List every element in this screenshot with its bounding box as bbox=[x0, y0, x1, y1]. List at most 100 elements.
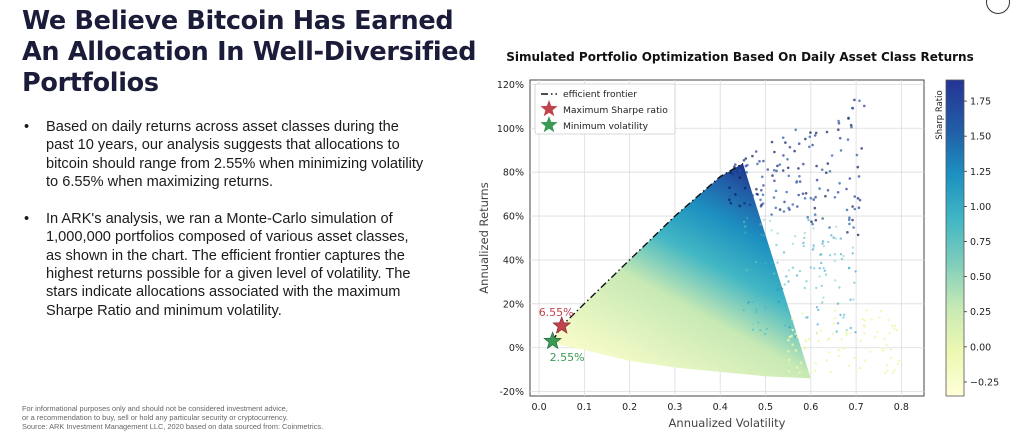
scatter-point bbox=[763, 332, 767, 336]
scatter-point bbox=[796, 205, 799, 208]
scatter-point bbox=[762, 184, 765, 187]
scatter-point bbox=[824, 194, 827, 198]
scatter-point bbox=[781, 169, 785, 172]
x-tick-label: 0.7 bbox=[849, 402, 864, 413]
scatter-point bbox=[776, 164, 779, 168]
scatter-point bbox=[832, 236, 835, 239]
scatter-point bbox=[839, 237, 842, 240]
scatter-point bbox=[788, 358, 791, 362]
min-volatility-star bbox=[543, 331, 563, 350]
scatter-point bbox=[777, 300, 780, 303]
scatter-point bbox=[815, 164, 818, 168]
scatter-point bbox=[851, 252, 854, 255]
scatter-point bbox=[783, 297, 786, 300]
scatter-point bbox=[846, 138, 850, 141]
scatter-point bbox=[861, 318, 864, 321]
scatter-point bbox=[837, 354, 840, 358]
scatter-point bbox=[744, 225, 747, 228]
scatter-point bbox=[881, 347, 884, 350]
scatter-point bbox=[863, 319, 867, 322]
scatter-point bbox=[813, 134, 817, 137]
scatter-point bbox=[770, 213, 773, 216]
scatter-point bbox=[853, 98, 856, 102]
scatter-point bbox=[804, 137, 807, 141]
scatter-point bbox=[853, 195, 856, 198]
scatter-point bbox=[863, 332, 866, 335]
scatter-point bbox=[803, 236, 806, 240]
scatter-point bbox=[790, 334, 793, 338]
scatter-point bbox=[833, 317, 836, 320]
scatter-point bbox=[744, 231, 747, 234]
y-tick-label: 40% bbox=[503, 255, 524, 266]
scatter-point bbox=[883, 337, 886, 340]
scatter-point bbox=[798, 269, 802, 273]
scatter-point bbox=[845, 331, 848, 334]
scatter-point bbox=[742, 309, 745, 312]
page-title: We Believe Bitcoin Has Earned An Allocat… bbox=[22, 6, 492, 99]
scatter-point bbox=[832, 322, 835, 325]
scatter-point bbox=[815, 332, 819, 335]
scatter-point bbox=[755, 295, 758, 298]
scatter-point bbox=[787, 339, 790, 342]
scatter-point bbox=[734, 193, 737, 196]
source-line: Source: ARK Investment Management LLC, 2… bbox=[22, 422, 324, 432]
scatter-point bbox=[791, 317, 794, 321]
scatter-point bbox=[794, 332, 798, 336]
scatter-point bbox=[760, 188, 763, 192]
scatter-point bbox=[839, 149, 843, 152]
scatter-point bbox=[728, 195, 731, 198]
colorbar-tick-label: 1.25 bbox=[970, 167, 991, 178]
scatter-point bbox=[821, 242, 824, 245]
scatter-point bbox=[791, 203, 795, 206]
scatter-point bbox=[817, 339, 820, 343]
scatter-point bbox=[751, 300, 754, 304]
chart-title: Simulated Portfolio Optimization Based O… bbox=[506, 50, 973, 64]
scatter-point bbox=[827, 240, 830, 244]
scatter-point bbox=[893, 327, 896, 330]
scatter-point bbox=[808, 145, 811, 149]
scatter-point bbox=[787, 350, 790, 353]
bullet-text-2: In ARK's analysis, we ran a Monte-Carlo … bbox=[46, 211, 411, 319]
scatter-point bbox=[776, 261, 779, 264]
scatter-point bbox=[758, 160, 761, 163]
scatter-point bbox=[815, 286, 818, 290]
scatter-point bbox=[857, 175, 861, 178]
scatter-point bbox=[896, 362, 900, 366]
scatter-point bbox=[858, 99, 861, 103]
scatter-point bbox=[821, 217, 824, 220]
scatter-point bbox=[729, 201, 733, 205]
page-title-line-3: Portfolios bbox=[22, 68, 159, 98]
bullet-text-1: Based on daily returns across asset clas… bbox=[46, 119, 424, 190]
scatter-point bbox=[776, 232, 779, 235]
colorbar-gradient bbox=[945, 79, 965, 397]
scatter-point bbox=[757, 243, 760, 247]
portfolio-optimization-chart: Simulated Portfolio Optimization Based O… bbox=[477, 50, 999, 430]
scatter-point bbox=[870, 318, 873, 321]
x-axis-ticks: 0.0 0.1 0.2 0.3 0.4 0.5 0.6 0.7 0.8 bbox=[532, 402, 909, 413]
scatter-point bbox=[772, 168, 776, 172]
scatter-point bbox=[848, 216, 851, 219]
scatter-point bbox=[762, 218, 766, 221]
scatter-point bbox=[822, 296, 825, 299]
scatter-point bbox=[793, 149, 796, 153]
scatter-point bbox=[825, 130, 829, 134]
scatter-point bbox=[803, 286, 806, 290]
scatter-point bbox=[761, 175, 764, 179]
scatter-point bbox=[787, 280, 790, 283]
scatter-point bbox=[791, 343, 794, 346]
scatter-point bbox=[845, 187, 848, 191]
scatter-point bbox=[849, 123, 853, 127]
scatter-point bbox=[759, 198, 762, 202]
scatter-point bbox=[762, 159, 765, 163]
scatter-point bbox=[814, 131, 818, 135]
scatter-point bbox=[821, 240, 825, 243]
scatter-point bbox=[787, 370, 791, 373]
scatter-point bbox=[838, 136, 842, 140]
scatter-point bbox=[889, 348, 892, 351]
scatter-point bbox=[781, 136, 785, 139]
scatter-point bbox=[858, 198, 862, 202]
scatter-point bbox=[768, 219, 772, 222]
scatter-point bbox=[809, 131, 812, 134]
y-tick-label: 20% bbox=[503, 299, 524, 310]
scatter-point bbox=[834, 237, 837, 240]
